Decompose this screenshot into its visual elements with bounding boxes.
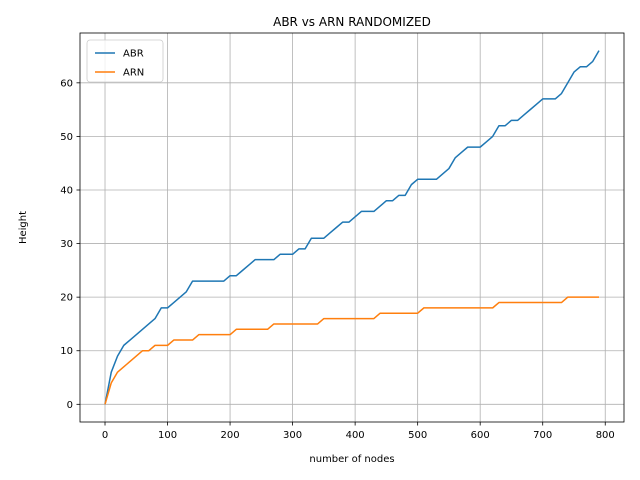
series-line-arn (104, 296, 599, 405)
axis-ticks: 0 100 200 300 400 500 600 700 800 0 10 20 30 40 50 60 (60, 78, 615, 441)
y-tick-label: 20 (60, 293, 73, 304)
x-tick-label: 800 (596, 430, 615, 441)
y-axis-label: Height (18, 211, 29, 244)
grid (80, 33, 624, 422)
x-tick-label: 700 (533, 430, 552, 441)
y-tick-label: 60 (60, 78, 73, 89)
y-tick-label: 40 (60, 185, 73, 196)
x-tick-label: 100 (158, 430, 177, 441)
x-tick-label: 400 (346, 430, 365, 441)
plot-frame (79, 32, 625, 423)
x-tick-label: 600 (471, 430, 490, 441)
x-axis-label: number of nodes (309, 454, 394, 465)
x-tick-label: 0 (102, 430, 108, 441)
y-tick-label: 50 (60, 132, 73, 143)
x-tick-label: 500 (408, 430, 427, 441)
chart-title: ABR vs ARN RANDOMIZED (273, 15, 431, 29)
y-tick-label: 30 (60, 239, 73, 250)
legend-label-arn: ARN (123, 68, 144, 79)
legend-label-abr: ABR (123, 49, 144, 60)
series-lines (104, 50, 600, 405)
y-tick-label: 0 (67, 400, 73, 411)
x-tick-label: 200 (221, 430, 240, 441)
x-tick-label: 300 (283, 430, 302, 441)
series-line-abr (104, 50, 600, 405)
y-tick-label: 10 (60, 346, 73, 357)
legend: ABR ARN (86, 39, 164, 83)
